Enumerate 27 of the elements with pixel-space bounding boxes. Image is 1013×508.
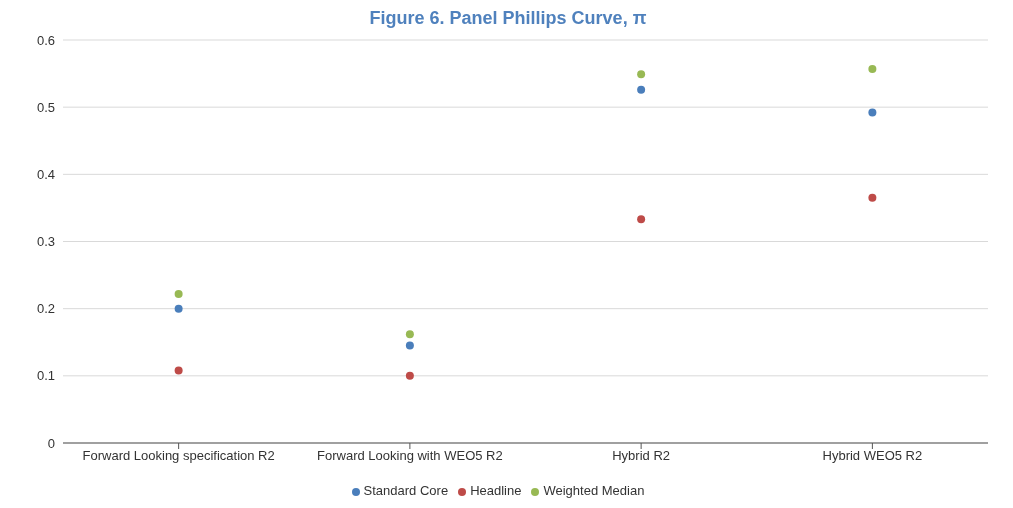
x-tick-label: Forward Looking specification R2 <box>82 448 275 464</box>
point <box>405 330 414 339</box>
y-tick-label: 0.2 <box>36 301 55 317</box>
point <box>174 289 183 298</box>
y-tick-label: 0.6 <box>36 32 55 48</box>
y-tick-label: 0.4 <box>36 166 55 182</box>
point <box>637 70 646 79</box>
point <box>405 341 414 350</box>
point <box>637 215 646 224</box>
x-tick-label: Hybrid WEO5 R2 <box>822 448 923 464</box>
point <box>405 371 414 380</box>
x-tick-label: Hybrid R2 <box>612 448 671 464</box>
point <box>868 108 877 117</box>
y-tick-label: 0 <box>47 435 55 451</box>
point <box>868 193 877 202</box>
y-tick-label: 0.1 <box>36 368 55 384</box>
legend-label: Standard Core <box>363 483 449 498</box>
chart-title: Figure 6. Panel Phillips Curve, π <box>368 8 648 30</box>
y-tick-label: 0.3 <box>36 234 55 250</box>
point <box>174 366 183 375</box>
legend-label: Weighted Median <box>543 483 645 498</box>
y-tick-label: 0.5 <box>36 99 55 115</box>
point <box>868 64 877 73</box>
point <box>174 304 183 313</box>
point <box>637 85 646 94</box>
x-tick-label: Forward Looking with WEO5 R2 <box>317 448 503 464</box>
legend-label: Headline <box>470 483 522 498</box>
